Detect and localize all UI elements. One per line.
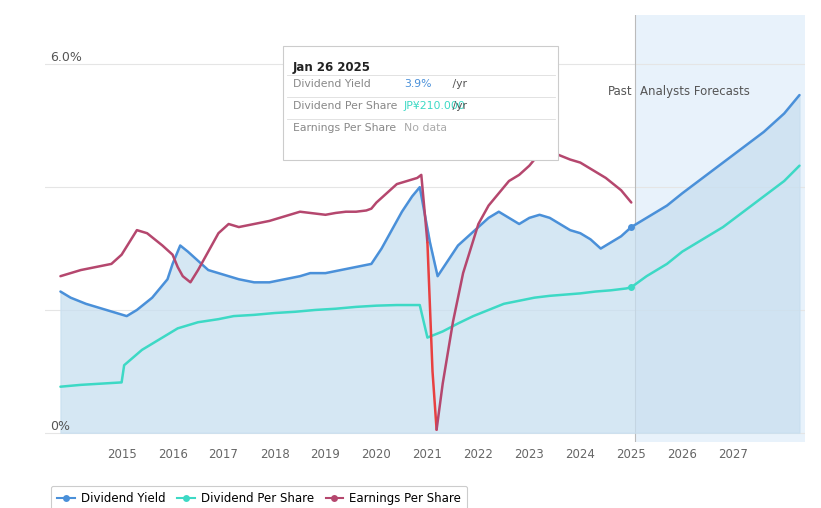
Text: 0%: 0% xyxy=(50,420,71,433)
Text: /yr: /yr xyxy=(449,101,467,111)
Text: Dividend Per Share: Dividend Per Share xyxy=(293,101,397,111)
Text: /yr: /yr xyxy=(449,79,467,89)
Bar xyxy=(635,15,805,442)
Text: 6.0%: 6.0% xyxy=(50,51,82,65)
Text: No data: No data xyxy=(404,123,447,133)
Text: Past: Past xyxy=(608,85,633,99)
Legend: Dividend Yield, Dividend Per Share, Earnings Per Share: Dividend Yield, Dividend Per Share, Earn… xyxy=(51,486,467,508)
Text: 3.9%: 3.9% xyxy=(404,79,431,89)
Text: Jan 26 2025: Jan 26 2025 xyxy=(293,61,371,74)
Text: Dividend Yield: Dividend Yield xyxy=(293,79,371,89)
Text: Earnings Per Share: Earnings Per Share xyxy=(293,123,397,133)
Text: Analysts Forecasts: Analysts Forecasts xyxy=(640,85,750,99)
Text: JP¥210.000: JP¥210.000 xyxy=(404,101,466,111)
